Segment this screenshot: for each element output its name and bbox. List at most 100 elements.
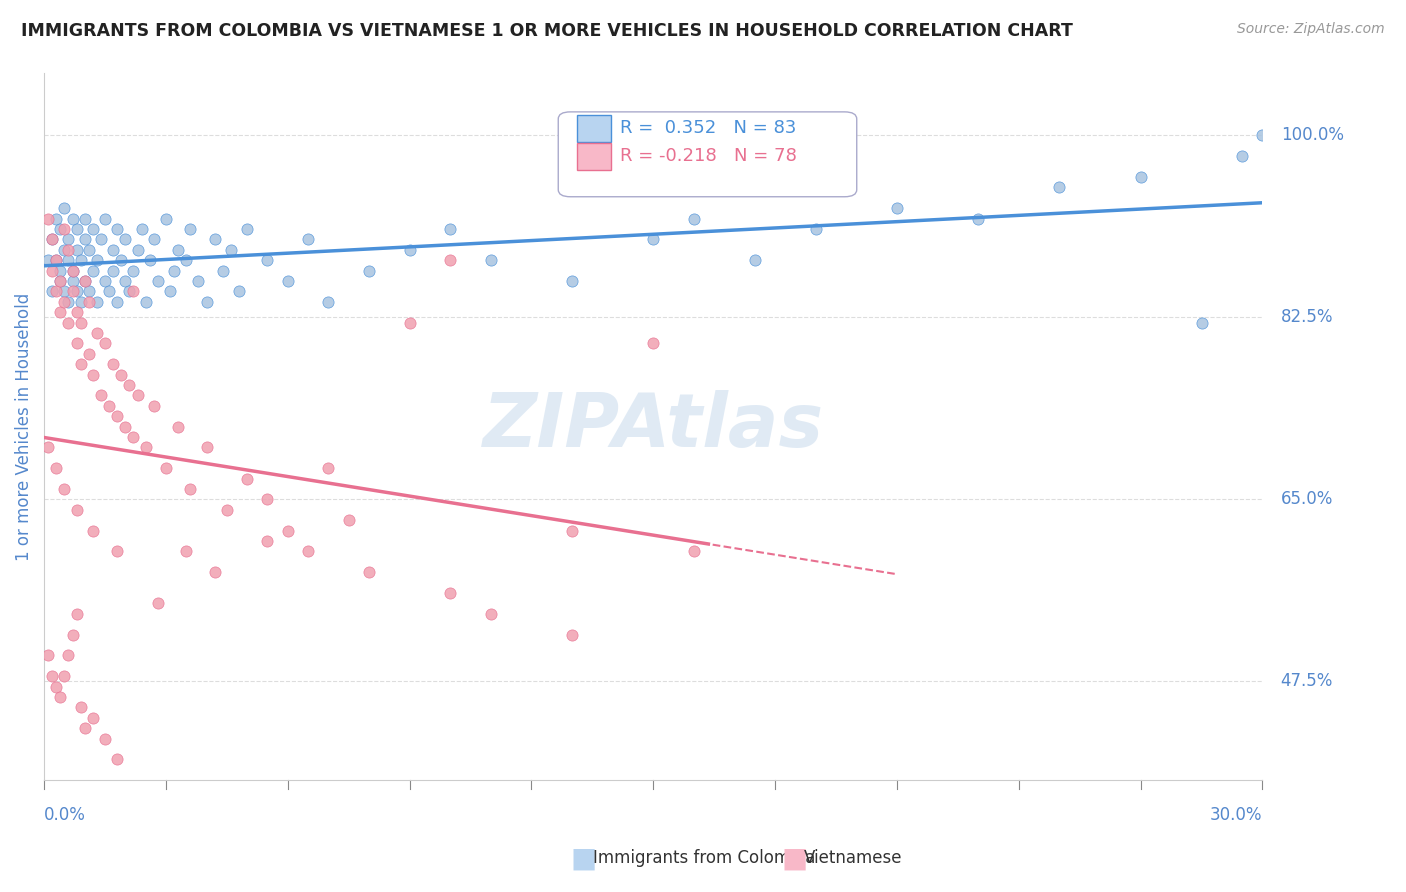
Point — [94, 731, 117, 746]
Point — [90, 388, 112, 402]
Point — [62, 627, 84, 641]
Point — [886, 201, 908, 215]
Point — [41, 232, 63, 246]
Point — [45, 253, 67, 268]
Point — [122, 263, 145, 277]
Point — [69, 294, 91, 309]
Point — [1191, 316, 1213, 330]
Text: R =  0.352   N = 83: R = 0.352 N = 83 — [620, 120, 797, 137]
Point — [256, 534, 278, 549]
Text: 47.5%: 47.5% — [1281, 673, 1333, 690]
Point — [62, 263, 84, 277]
Point — [62, 263, 84, 277]
Point — [118, 378, 141, 392]
Point — [318, 294, 340, 309]
Point — [37, 441, 59, 455]
Point — [643, 232, 665, 246]
Point — [1251, 128, 1274, 143]
Point — [82, 222, 104, 236]
Point — [155, 211, 177, 226]
Point — [1129, 169, 1152, 184]
Point — [127, 243, 149, 257]
Point — [45, 285, 67, 299]
Point — [69, 700, 91, 714]
Point — [138, 253, 160, 268]
Point — [77, 347, 100, 361]
Point — [58, 232, 80, 246]
Point — [215, 503, 238, 517]
Point — [236, 222, 259, 236]
Point — [105, 294, 128, 309]
Point — [683, 544, 706, 558]
Point — [86, 294, 108, 309]
Point — [297, 232, 319, 246]
Point — [114, 232, 136, 246]
Point — [146, 274, 169, 288]
Point — [45, 461, 67, 475]
Point — [159, 285, 181, 299]
Point — [65, 305, 87, 319]
Point — [41, 232, 63, 246]
Point — [110, 253, 132, 268]
Point — [53, 294, 76, 309]
Text: 30.0%: 30.0% — [1211, 806, 1263, 824]
Point — [69, 316, 91, 330]
Text: 100.0%: 100.0% — [1281, 127, 1344, 145]
Text: Vietnamese: Vietnamese — [804, 849, 903, 867]
Y-axis label: 1 or more Vehicles in Household: 1 or more Vehicles in Household — [15, 293, 32, 561]
Point — [82, 263, 104, 277]
Point — [98, 399, 121, 413]
Point — [65, 243, 87, 257]
Point — [439, 253, 461, 268]
Point — [49, 690, 72, 704]
Point — [53, 222, 76, 236]
Point — [179, 482, 201, 496]
Point — [155, 461, 177, 475]
Point — [65, 222, 87, 236]
Point — [122, 285, 145, 299]
Point — [174, 253, 197, 268]
Point — [174, 544, 197, 558]
Point — [49, 305, 72, 319]
Point — [41, 669, 63, 683]
Point — [744, 253, 766, 268]
Point — [58, 648, 80, 663]
Point — [142, 399, 165, 413]
Point — [142, 232, 165, 246]
Point — [58, 316, 80, 330]
Point — [561, 274, 583, 288]
Point — [82, 711, 104, 725]
Point — [41, 285, 63, 299]
Point — [73, 211, 96, 226]
Point — [77, 243, 100, 257]
Point — [398, 243, 420, 257]
Text: ZIPAtlas: ZIPAtlas — [482, 390, 824, 463]
Point — [49, 274, 72, 288]
Point — [90, 232, 112, 246]
Point — [49, 274, 72, 288]
Point — [211, 263, 233, 277]
Point — [114, 419, 136, 434]
Point — [146, 596, 169, 610]
Point — [804, 222, 827, 236]
Point — [62, 285, 84, 299]
Point — [318, 461, 340, 475]
Text: Immigrants from Colombia: Immigrants from Colombia — [593, 849, 815, 867]
Point — [256, 492, 278, 507]
Point — [167, 243, 190, 257]
Point — [62, 274, 84, 288]
Point — [69, 357, 91, 371]
Point — [105, 409, 128, 424]
Point — [62, 211, 84, 226]
Point — [105, 544, 128, 558]
Point — [65, 503, 87, 517]
Point — [101, 357, 124, 371]
FancyBboxPatch shape — [576, 115, 610, 142]
Point — [58, 294, 80, 309]
Point — [167, 419, 190, 434]
Point — [65, 285, 87, 299]
Point — [256, 253, 278, 268]
Text: IMMIGRANTS FROM COLOMBIA VS VIETNAMESE 1 OR MORE VEHICLES IN HOUSEHOLD CORRELATI: IMMIGRANTS FROM COLOMBIA VS VIETNAMESE 1… — [21, 22, 1073, 40]
Point — [967, 211, 990, 226]
Point — [37, 253, 59, 268]
